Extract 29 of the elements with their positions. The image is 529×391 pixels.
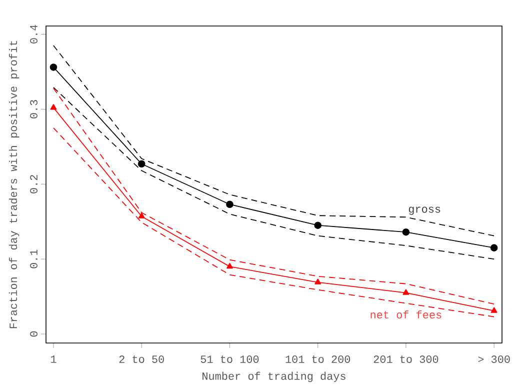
point bbox=[50, 104, 57, 110]
point bbox=[138, 212, 145, 218]
line-series bbox=[53, 45, 495, 236]
x-tick-label: 2 to 50 bbox=[119, 356, 164, 363]
line-series bbox=[53, 87, 495, 260]
x-tick-label: 201 to 300 bbox=[374, 356, 438, 363]
y-tick-label: 0.4 bbox=[30, 24, 38, 44]
point bbox=[490, 307, 498, 313]
point bbox=[226, 200, 234, 208]
point bbox=[314, 222, 322, 229]
point bbox=[314, 278, 322, 284]
x-axis-title: Number of trading days bbox=[202, 372, 346, 382]
y-axis-title: Fraction of day traders with positive profit bbox=[8, 41, 20, 328]
series-label: gross bbox=[408, 206, 440, 215]
x-tick-label: 51 to 100 bbox=[200, 356, 259, 363]
y-tick-label: 0.3 bbox=[30, 100, 38, 118]
x-tick-label: 1 bbox=[51, 356, 56, 363]
point bbox=[402, 289, 410, 295]
x-tick-label: 101 to 200 bbox=[286, 356, 350, 363]
point bbox=[138, 160, 146, 168]
y-tick-label: 0.2 bbox=[30, 175, 38, 194]
point bbox=[226, 262, 233, 269]
y-tick-label: 0.1 bbox=[30, 250, 38, 268]
series-label: net of fees bbox=[370, 310, 442, 319]
y-tick-label: 0 bbox=[30, 331, 38, 337]
x-tick-label: > 300 bbox=[478, 356, 510, 363]
point bbox=[50, 64, 58, 71]
point bbox=[402, 228, 410, 236]
point bbox=[490, 244, 498, 252]
